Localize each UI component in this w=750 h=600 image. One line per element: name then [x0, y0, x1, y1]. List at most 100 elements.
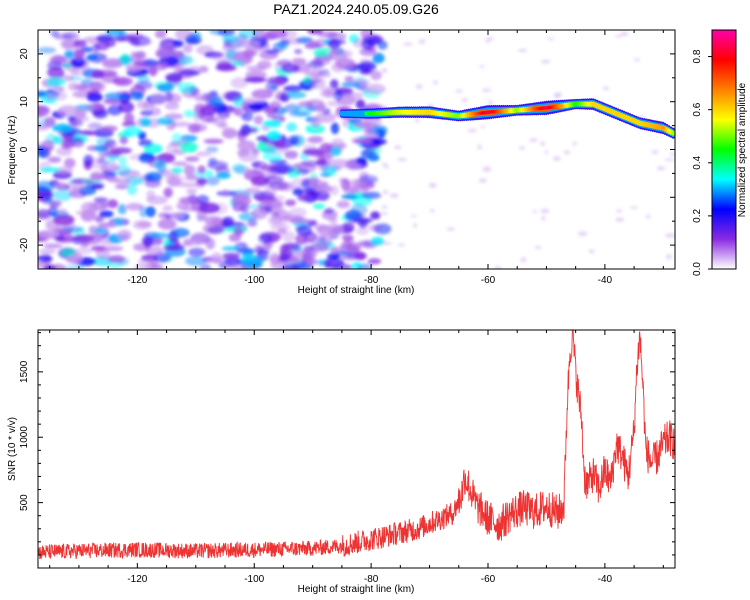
spectrogram-noise-blob: [270, 223, 291, 232]
spectrogram-noise-blob: [70, 67, 79, 76]
spectrogram-noise-blob: [344, 75, 355, 83]
spectrogram-noise-blob: [180, 134, 198, 142]
spectrogram-faint-blob: [534, 245, 542, 250]
spectrogram-noise-blob: [265, 30, 288, 39]
spectrogram-noise-blob: [307, 40, 320, 49]
spectrogram-noise-blob: [150, 232, 171, 239]
spectrogram-noise-blob: [273, 77, 286, 86]
spectrogram-noise-blob: [157, 218, 177, 230]
spectrogram-noise-blob: [156, 117, 174, 125]
spectrogram-noise-blob: [211, 251, 222, 262]
spectrogram-faint-blob: [548, 37, 554, 41]
spectrogram-noise-blob: [188, 247, 206, 257]
spectrogram-noise-blob: [236, 247, 257, 255]
spectrogram-faint-blob: [446, 227, 455, 231]
spectrogram-noise-blob: [336, 143, 347, 149]
spectrogram-noise-blob: [341, 194, 358, 200]
spectrogram-noise-blob: [287, 135, 300, 145]
spectrogram-faint-blob: [479, 65, 485, 68]
spectrogram-noise-blob: [301, 247, 318, 259]
snr-x-tick-label: -100: [244, 574, 264, 585]
spectrogram-noise-blob: [212, 116, 227, 127]
spectrogram-noise-blob: [38, 46, 57, 54]
spectrogram-faint-blob: [544, 150, 549, 154]
spectrogram-x-tick-label: -80: [364, 275, 379, 286]
spectrogram-noise-blob: [241, 40, 261, 50]
spectrogram-noise-blob: [114, 183, 130, 190]
spectrogram-noise-blob: [85, 181, 105, 188]
spectrogram-noise-blob: [233, 107, 243, 116]
spectrogram-faint-blob: [478, 178, 487, 183]
spectrogram-noise-blob: [237, 140, 256, 151]
spectrogram-noise-blob: [305, 258, 318, 265]
spectrogram-noise-blob: [52, 181, 68, 189]
spectrogram-faint-blob: [403, 42, 413, 46]
spectrogram-noise-blob: [221, 189, 230, 197]
spectrogram-noise-blob: [100, 201, 110, 209]
spectrogram-noise-blob: [367, 138, 387, 146]
spectrogram-faint-blob: [634, 58, 640, 62]
spectrogram-noise-blob: [321, 234, 333, 246]
spectrogram-noise-blob: [80, 79, 94, 86]
spectrogram-faint-blob: [455, 89, 463, 93]
spectrogram-noise-blob: [145, 206, 156, 218]
spectrogram-noise-blob: [357, 263, 372, 269]
spectrogram-noise-blob: [126, 202, 144, 211]
spectrogram-noise-blob: [222, 127, 238, 139]
spectrogram-ridge-cell: [671, 130, 675, 136]
spectrogram-noise-blob: [316, 259, 326, 266]
spectrogram-noise-blob: [146, 190, 156, 200]
spectrogram-faint-blob: [381, 162, 388, 166]
spectrogram-noise-blob: [163, 243, 185, 252]
spectrogram-faint-blob: [382, 190, 389, 195]
spectrogram-noise-blob: [187, 123, 202, 134]
colorbar-tick-label: 0.2: [692, 209, 703, 223]
spectrogram-noise-blob: [326, 100, 342, 107]
spectrogram-noise-blob: [164, 102, 180, 111]
spectrogram-noise-blob: [104, 92, 127, 101]
spectrogram-noise-blob: [367, 258, 382, 265]
spectrogram-faint-blob: [519, 146, 525, 150]
spectrogram-noise-blob: [52, 189, 72, 202]
snr-y-tick-label: 500: [19, 494, 30, 511]
spectrogram-noise-blob: [155, 48, 172, 59]
spectrogram-noise-blob: [353, 121, 371, 129]
spectrogram-noise-blob: [196, 211, 208, 220]
spectrogram-noise-blob: [354, 251, 367, 261]
spectrogram-noise-blob: [286, 122, 298, 132]
spectrogram-noise-blob: [310, 72, 332, 78]
spectrogram-noise-blob: [366, 36, 381, 45]
spectrogram-noise-blob: [308, 177, 318, 186]
spectrogram-noise-blob: [327, 32, 347, 42]
snr-x-tick-label: -80: [364, 574, 379, 585]
spectrogram-faint-blob: [428, 182, 437, 188]
spectrogram-noise-blob: [221, 216, 235, 229]
spectrogram-noise-blob: [270, 214, 284, 224]
spectrogram-noise-blob: [94, 215, 105, 223]
spectrogram-noise-blob: [222, 44, 235, 52]
spectrogram-noise-blob: [352, 178, 367, 189]
spectrogram-noise-blob: [289, 217, 310, 224]
spectrogram-noise-blob: [137, 258, 156, 267]
spectrogram-noise-blob: [245, 187, 261, 194]
spectrogram-noise-blob: [74, 49, 86, 59]
spectrogram-noise-blob: [221, 245, 241, 252]
spectrogram-noise-blob: [153, 158, 167, 170]
spectrogram-noise-blob: [292, 187, 304, 196]
spectrogram-noise-blob: [256, 60, 272, 70]
spectrogram-noise-blob: [355, 99, 366, 110]
spectrogram-noise-blob: [286, 256, 303, 265]
spectrogram-faint-blob: [418, 39, 426, 45]
spectrogram-faint-blob: [620, 31, 629, 37]
spectrogram-faint-blob: [381, 204, 388, 210]
spectrogram-noise-blob: [107, 164, 121, 172]
spectrogram-faint-blob: [394, 145, 402, 150]
spectrogram-noise-blob: [126, 183, 138, 196]
spectrogram-noise-blob: [170, 227, 190, 238]
spectrogram-noise-blob: [49, 55, 67, 66]
spectrogram-noise-blob: [73, 247, 93, 255]
spectrogram-noise-blob: [114, 178, 132, 185]
spectrogram-noise-blob: [335, 57, 356, 70]
spectrogram-noise-blob: [104, 245, 124, 252]
